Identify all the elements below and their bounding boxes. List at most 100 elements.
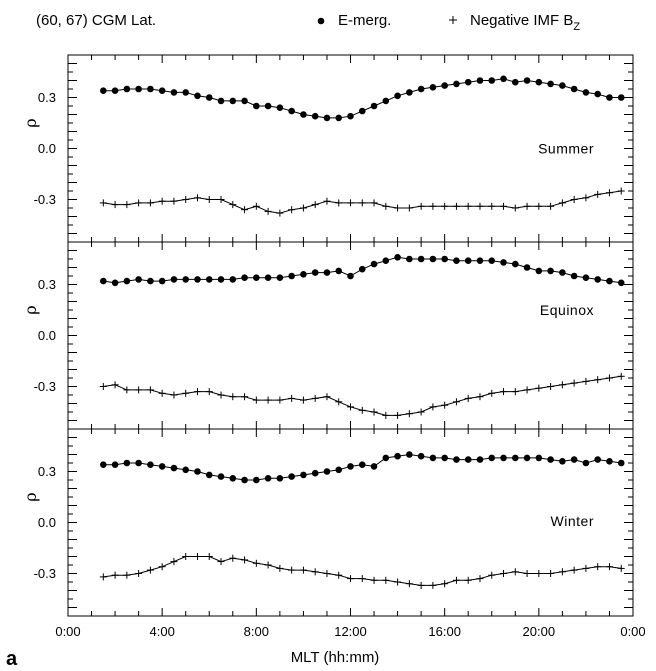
data-point bbox=[323, 114, 331, 122]
data-point bbox=[311, 269, 319, 276]
data-point bbox=[582, 89, 590, 96]
data-point bbox=[406, 89, 413, 96]
data-point bbox=[370, 408, 378, 416]
data-point bbox=[441, 82, 448, 89]
data-point bbox=[488, 257, 496, 265]
data-point bbox=[594, 276, 601, 283]
data-point bbox=[464, 456, 472, 463]
data-point bbox=[523, 454, 531, 462]
panel-summer: 0.3 0.0 -0.3 ρ Summer bbox=[21, 54, 634, 243]
data-point bbox=[500, 454, 507, 462]
data-point bbox=[217, 473, 225, 480]
data-point bbox=[182, 276, 190, 283]
data-point bbox=[370, 199, 378, 207]
y-tick-label: 0.0 bbox=[38, 515, 56, 530]
data-point bbox=[476, 456, 484, 463]
series-imf-bz-summer bbox=[99, 187, 625, 217]
data-point bbox=[264, 561, 272, 569]
data-point bbox=[558, 381, 566, 389]
data-point bbox=[594, 90, 601, 98]
data-point bbox=[182, 89, 190, 96]
data-point bbox=[406, 451, 413, 458]
data-point bbox=[535, 267, 543, 275]
series-emerg-winter bbox=[100, 451, 625, 484]
data-point bbox=[617, 564, 625, 572]
data-point bbox=[205, 276, 213, 283]
data-point bbox=[523, 264, 531, 271]
data-point bbox=[241, 97, 248, 105]
data-point bbox=[311, 469, 319, 477]
data-point bbox=[229, 554, 237, 562]
data-point bbox=[382, 576, 390, 584]
x-tick-label: 16:00 bbox=[428, 624, 461, 639]
data-point bbox=[394, 452, 401, 460]
data-point bbox=[417, 255, 425, 263]
data-point bbox=[452, 576, 460, 584]
data-point bbox=[582, 194, 590, 202]
series-emerg-summer bbox=[100, 75, 625, 122]
data-point bbox=[464, 576, 472, 584]
data-point bbox=[417, 581, 425, 589]
data-point bbox=[100, 87, 107, 94]
data-point bbox=[347, 575, 354, 583]
data-point bbox=[229, 393, 237, 401]
data-point bbox=[276, 209, 284, 217]
data-point bbox=[123, 459, 131, 467]
data-point bbox=[417, 85, 425, 93]
data-point bbox=[323, 570, 331, 577]
data-point bbox=[405, 580, 413, 588]
data-point bbox=[276, 475, 284, 482]
data-point bbox=[382, 97, 390, 105]
data-point bbox=[559, 458, 566, 465]
y-tick-label: -0.3 bbox=[34, 566, 56, 581]
panel-letter: a bbox=[6, 648, 18, 670]
data-point bbox=[511, 204, 519, 212]
data-point bbox=[558, 199, 566, 207]
data-point bbox=[559, 269, 566, 276]
season-label-summer: Summer bbox=[538, 141, 594, 157]
data-point bbox=[111, 201, 119, 209]
data-point bbox=[335, 199, 343, 207]
y-tick-label: 0.3 bbox=[38, 90, 56, 105]
data-point bbox=[535, 78, 543, 86]
y-tick-label: -0.3 bbox=[34, 379, 56, 394]
data-point bbox=[429, 403, 437, 411]
data-point bbox=[146, 566, 154, 574]
data-point bbox=[405, 204, 413, 212]
data-point bbox=[452, 398, 460, 406]
data-point bbox=[429, 454, 437, 462]
data-point bbox=[158, 389, 166, 397]
panel-winter: 0.3 0.0 -0.3 ρ Winter bbox=[21, 428, 634, 617]
data-point bbox=[358, 265, 366, 273]
data-point bbox=[476, 393, 484, 401]
data-point bbox=[182, 389, 190, 397]
data-point bbox=[276, 274, 284, 282]
series-imf-bz-equinox bbox=[99, 372, 625, 419]
data-point bbox=[217, 196, 225, 203]
data-point bbox=[464, 394, 472, 402]
data-point bbox=[429, 202, 437, 210]
data-point bbox=[582, 274, 590, 282]
data-point bbox=[193, 194, 201, 202]
data-point bbox=[158, 277, 166, 285]
legend-emerg-label: E-merg. bbox=[338, 12, 391, 29]
data-point bbox=[394, 253, 401, 261]
data-point bbox=[382, 257, 390, 265]
data-point bbox=[170, 89, 178, 96]
data-point bbox=[488, 77, 496, 84]
data-point bbox=[441, 454, 448, 462]
data-point bbox=[205, 94, 213, 101]
data-point bbox=[205, 388, 213, 396]
data-point bbox=[217, 97, 225, 105]
data-point bbox=[299, 204, 307, 212]
data-point bbox=[394, 92, 401, 100]
data-point bbox=[594, 190, 602, 198]
data-point bbox=[559, 82, 566, 89]
data-point bbox=[500, 259, 507, 266]
data-point bbox=[570, 379, 578, 387]
data-point bbox=[111, 571, 119, 579]
data-point bbox=[347, 403, 354, 411]
data-point bbox=[453, 456, 460, 463]
data-point bbox=[582, 564, 590, 572]
legend-imf-label: Negative IMF BZ bbox=[470, 12, 580, 33]
